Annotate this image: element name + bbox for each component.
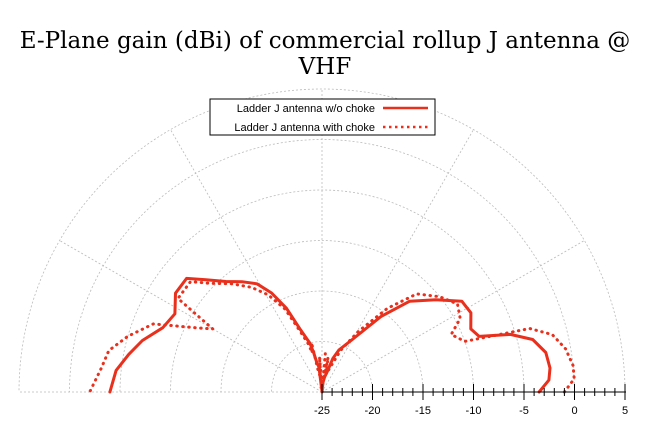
grid-spoke: [170, 129, 323, 393]
tick-label: 0: [571, 405, 577, 417]
tick-label: -20: [365, 405, 381, 417]
plot-series: [88, 276, 576, 394]
grid-circle: [18, 88, 626, 393]
grid-circle: [170, 240, 474, 393]
tick-label: -5: [519, 405, 529, 417]
grid-spoke: [321, 240, 585, 393]
series-line-2: [88, 280, 576, 394]
tick-label: -10: [466, 405, 482, 417]
tick-label: -15: [415, 405, 431, 417]
legend-label-series-1: Ladder J antenna w/o choke: [237, 103, 375, 115]
legend-label-series-2: Ladder J antenna with choke: [234, 122, 375, 134]
grid-spoke: [59, 240, 323, 393]
chart-title: E-Plane gain (dBi) of commercial rollup …: [19, 28, 631, 80]
radial-axis: -25 -20 -15 -10 -5 0 5: [314, 384, 628, 417]
series-line-1: [108, 276, 552, 394]
tick-label: -25: [314, 405, 330, 417]
legend: Ladder J antenna w/o choke Ladder J ante…: [209, 98, 436, 136]
grid-circle: [220, 290, 424, 393]
grid-spoke: [321, 129, 474, 393]
legend-box: [209, 98, 436, 136]
tick-label: 5: [622, 405, 628, 417]
